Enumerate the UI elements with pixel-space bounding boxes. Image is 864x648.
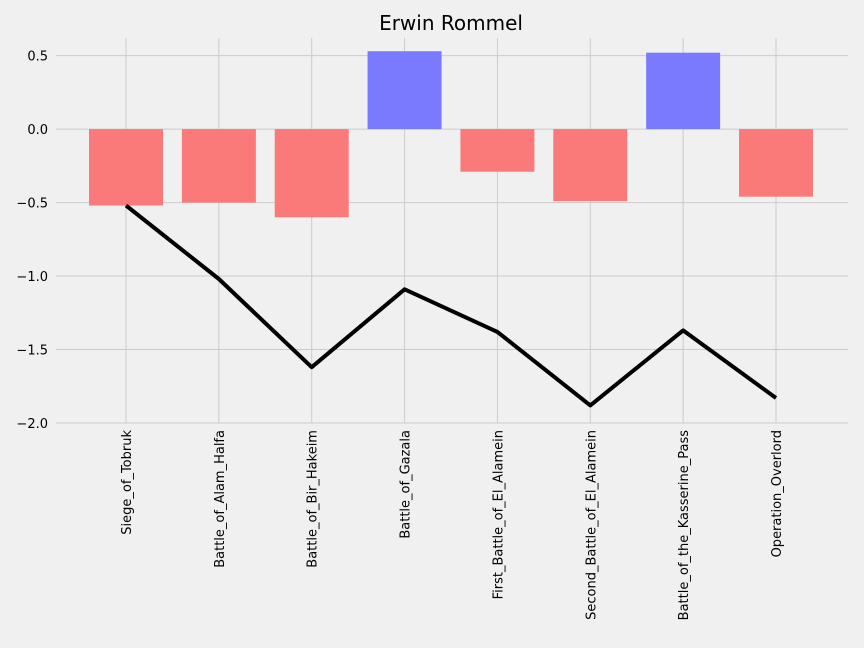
y-tick-label: −1.5	[16, 344, 48, 359]
y-tick-label: 0.0	[27, 123, 48, 138]
x-tick-label: Operation_Overlord	[770, 430, 785, 557]
y-tick-label: −0.5	[16, 197, 48, 212]
y-tick-label: −1.0	[16, 270, 48, 285]
x-tick-label: Battle_of_Gazala	[399, 430, 414, 539]
bar	[460, 129, 535, 172]
bar	[274, 129, 349, 218]
x-tick-label: Second_Battle_of_El_Alamein	[584, 430, 599, 620]
x-tick-label: Battle_of_Alam_Halfa	[213, 430, 228, 568]
bar	[181, 129, 256, 203]
x-tick-label: First_Battle_of_El_Alamein	[491, 430, 506, 599]
chart-title: Erwin Rommel	[379, 11, 523, 35]
bar	[738, 129, 813, 197]
x-tick-label: Siege_of_Tobruk	[120, 430, 135, 535]
bar	[646, 52, 721, 130]
y-tick-label: −2.0	[16, 417, 48, 432]
series-line	[124, 203, 778, 408]
bar	[553, 129, 628, 202]
bar	[367, 51, 442, 130]
bar	[89, 129, 163, 206]
x-tick-label: Battle_of_Bir_Hakeim	[306, 430, 321, 568]
x-tick-label: Battle_of_the_Kasserine_Pass	[677, 430, 692, 621]
y-tick-label: 0.5	[27, 50, 48, 65]
